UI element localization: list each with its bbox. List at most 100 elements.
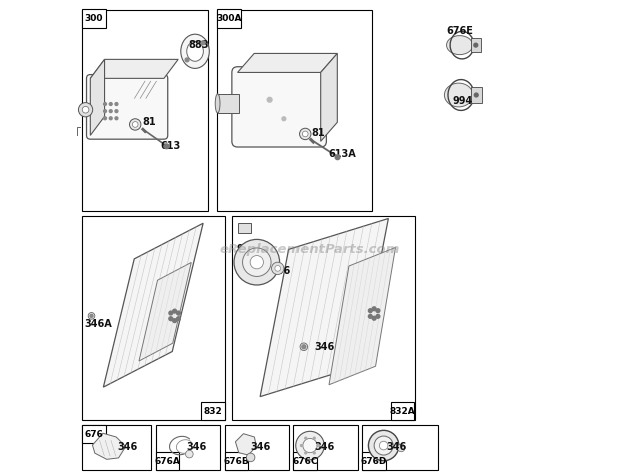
Text: 676B: 676B bbox=[223, 457, 249, 466]
Text: 346: 346 bbox=[315, 342, 335, 352]
Circle shape bbox=[368, 309, 372, 313]
Bar bbox=[293, 425, 358, 470]
Bar bbox=[218, 10, 372, 211]
Polygon shape bbox=[104, 223, 203, 387]
Bar bbox=[362, 452, 386, 470]
Circle shape bbox=[130, 119, 141, 130]
Circle shape bbox=[376, 309, 380, 313]
Polygon shape bbox=[329, 247, 396, 385]
Bar bbox=[82, 10, 106, 28]
Bar bbox=[224, 425, 289, 470]
Circle shape bbox=[282, 117, 286, 121]
Circle shape bbox=[275, 266, 280, 271]
Circle shape bbox=[305, 437, 307, 439]
Text: 676A: 676A bbox=[154, 457, 180, 466]
Circle shape bbox=[272, 262, 284, 275]
Circle shape bbox=[82, 106, 89, 113]
Circle shape bbox=[368, 430, 399, 461]
Circle shape bbox=[185, 450, 193, 458]
Circle shape bbox=[79, 103, 92, 117]
Circle shape bbox=[317, 445, 319, 446]
Circle shape bbox=[335, 155, 340, 160]
Circle shape bbox=[201, 41, 205, 45]
Text: 346A: 346A bbox=[84, 319, 112, 329]
Circle shape bbox=[109, 103, 112, 105]
Ellipse shape bbox=[187, 41, 203, 61]
Circle shape bbox=[115, 110, 118, 113]
Text: 346: 346 bbox=[118, 441, 138, 452]
Circle shape bbox=[90, 314, 93, 317]
Text: 300: 300 bbox=[84, 14, 103, 23]
Bar bbox=[238, 223, 251, 233]
Polygon shape bbox=[321, 53, 337, 142]
Ellipse shape bbox=[446, 36, 472, 55]
Polygon shape bbox=[237, 53, 337, 72]
Circle shape bbox=[376, 314, 380, 318]
Circle shape bbox=[303, 131, 308, 137]
Bar bbox=[224, 452, 248, 470]
Circle shape bbox=[302, 345, 306, 349]
Ellipse shape bbox=[445, 83, 473, 107]
Circle shape bbox=[397, 444, 405, 452]
Circle shape bbox=[177, 311, 180, 315]
Circle shape bbox=[305, 452, 307, 454]
Circle shape bbox=[132, 122, 138, 127]
Text: 346: 346 bbox=[315, 441, 335, 452]
Circle shape bbox=[368, 314, 372, 318]
Text: 676D: 676D bbox=[361, 457, 388, 466]
Polygon shape bbox=[92, 433, 126, 459]
Text: 346: 346 bbox=[270, 266, 290, 276]
Polygon shape bbox=[236, 434, 256, 455]
Circle shape bbox=[474, 43, 477, 47]
Text: 676E: 676E bbox=[447, 26, 474, 36]
Text: 300A: 300A bbox=[216, 14, 242, 23]
Circle shape bbox=[313, 452, 315, 454]
Circle shape bbox=[313, 437, 315, 439]
Circle shape bbox=[115, 117, 118, 120]
Bar bbox=[293, 452, 317, 470]
Text: 832: 832 bbox=[203, 407, 222, 416]
Text: 346: 346 bbox=[250, 441, 271, 452]
Circle shape bbox=[185, 58, 189, 62]
Circle shape bbox=[374, 436, 393, 455]
Text: 613A: 613A bbox=[328, 149, 356, 160]
Text: 994: 994 bbox=[453, 95, 472, 106]
Circle shape bbox=[104, 110, 107, 113]
Bar bbox=[471, 38, 481, 52]
Ellipse shape bbox=[181, 34, 210, 68]
Polygon shape bbox=[91, 59, 105, 135]
Circle shape bbox=[109, 117, 112, 120]
Text: eReplacementParts.com: eReplacementParts.com bbox=[220, 243, 400, 256]
Circle shape bbox=[303, 438, 317, 453]
Bar bbox=[471, 87, 482, 103]
Bar bbox=[82, 216, 224, 420]
Bar bbox=[218, 10, 241, 28]
Circle shape bbox=[246, 453, 255, 462]
Text: 346: 346 bbox=[386, 441, 406, 452]
Circle shape bbox=[301, 445, 303, 446]
Circle shape bbox=[372, 307, 376, 311]
Ellipse shape bbox=[215, 94, 220, 113]
Bar bbox=[156, 425, 219, 470]
Polygon shape bbox=[260, 218, 388, 397]
Circle shape bbox=[173, 309, 177, 313]
Circle shape bbox=[474, 93, 478, 97]
Text: 883: 883 bbox=[188, 40, 208, 50]
Circle shape bbox=[88, 313, 95, 319]
Text: 613: 613 bbox=[161, 141, 180, 151]
Circle shape bbox=[115, 103, 118, 105]
Circle shape bbox=[299, 128, 311, 140]
Polygon shape bbox=[91, 59, 178, 78]
Text: 81: 81 bbox=[143, 117, 156, 127]
Bar bbox=[82, 425, 106, 443]
Bar bbox=[362, 425, 438, 470]
Bar bbox=[82, 10, 208, 211]
Circle shape bbox=[104, 117, 107, 120]
Circle shape bbox=[234, 239, 280, 285]
Circle shape bbox=[242, 248, 271, 276]
Circle shape bbox=[109, 110, 112, 113]
Circle shape bbox=[379, 441, 388, 450]
Circle shape bbox=[296, 431, 324, 460]
FancyBboxPatch shape bbox=[87, 75, 168, 139]
Bar bbox=[201, 402, 224, 420]
